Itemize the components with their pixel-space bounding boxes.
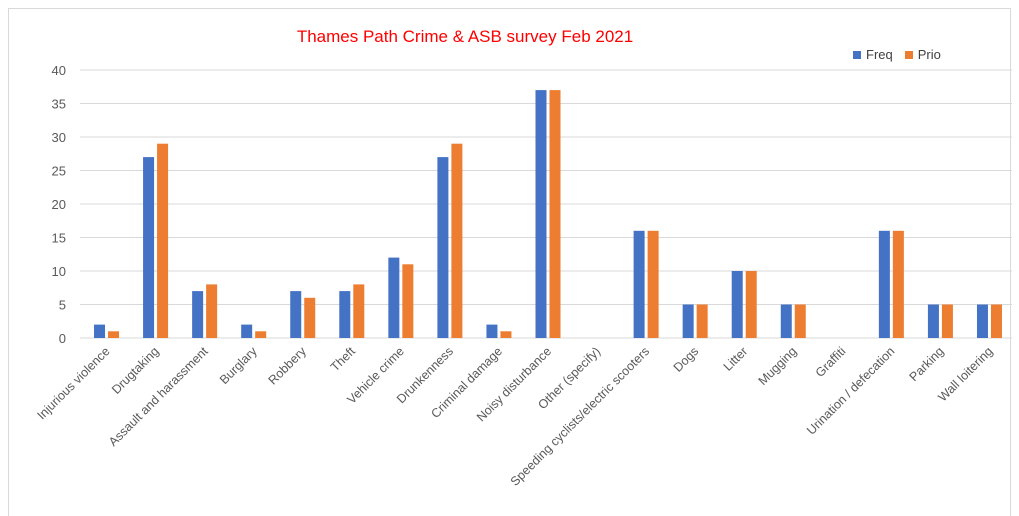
y-tick-label: 30 bbox=[52, 130, 66, 145]
bar-prio bbox=[647, 230, 659, 338]
bar-prio bbox=[892, 230, 904, 338]
legend-swatch-freq bbox=[853, 50, 861, 59]
bar-prio bbox=[304, 297, 316, 338]
bar-prio bbox=[990, 304, 1002, 338]
bar-freq bbox=[437, 157, 449, 338]
chart-frame bbox=[8, 8, 1011, 516]
bar-freq bbox=[486, 324, 498, 338]
y-tick-label: 0 bbox=[59, 331, 66, 346]
legend-item-prio: Prio bbox=[904, 47, 941, 62]
bar-freq bbox=[241, 324, 253, 338]
bar-prio bbox=[794, 304, 806, 338]
y-tick-label: 10 bbox=[52, 264, 66, 279]
bar-prio bbox=[451, 143, 463, 338]
bar-freq bbox=[878, 230, 890, 338]
y-tick-label: 40 bbox=[52, 63, 66, 78]
chart-legend: Freq Prio bbox=[853, 47, 941, 62]
bar-freq bbox=[927, 304, 939, 338]
bar-prio bbox=[941, 304, 953, 338]
x-tick-label: Graffiti bbox=[813, 344, 849, 380]
y-tick-label: 20 bbox=[52, 197, 66, 212]
x-tick-label: Assault and harassment bbox=[106, 344, 211, 449]
x-tick-label: Injurious violence bbox=[34, 344, 112, 422]
x-tick-label: Parking bbox=[907, 344, 947, 384]
bar-prio bbox=[549, 90, 561, 338]
legend-label-freq: Freq bbox=[866, 47, 893, 62]
legend-item-freq: Freq bbox=[853, 47, 893, 62]
y-tick-label: 35 bbox=[52, 97, 66, 112]
x-tick-label: Theft bbox=[328, 344, 358, 374]
x-tick-label: Urination / defecation bbox=[804, 344, 897, 437]
bar-prio bbox=[696, 304, 708, 338]
bar-freq bbox=[682, 304, 694, 338]
bar-freq bbox=[731, 271, 743, 338]
bar-freq bbox=[780, 304, 792, 338]
y-tick-label: 15 bbox=[52, 231, 66, 246]
bar-prio bbox=[500, 331, 512, 338]
bar-prio bbox=[157, 143, 169, 338]
bar-prio bbox=[353, 284, 365, 338]
legend-label-prio: Prio bbox=[917, 47, 941, 62]
bar-prio bbox=[108, 331, 120, 338]
bar-freq bbox=[388, 257, 400, 338]
x-tick-label: Robbery bbox=[266, 344, 310, 388]
bar-freq bbox=[339, 291, 351, 338]
bar-prio bbox=[402, 264, 414, 338]
bar-freq bbox=[94, 324, 106, 338]
chart-title: Thames Path Crime & ASB survey Feb 2021 bbox=[296, 27, 634, 46]
x-tick-label: Dogs bbox=[671, 344, 702, 375]
bar-freq bbox=[535, 90, 547, 338]
bar-prio bbox=[206, 284, 218, 338]
x-tick-label: Drugtaking bbox=[109, 344, 162, 397]
bar-freq bbox=[192, 291, 204, 338]
bar-freq bbox=[143, 157, 155, 338]
bar-prio bbox=[255, 331, 267, 338]
bar-freq bbox=[290, 291, 302, 338]
y-tick-label: 5 bbox=[59, 298, 66, 313]
legend-swatch-prio bbox=[904, 50, 913, 59]
bar-freq bbox=[976, 304, 988, 338]
x-tick-label: Burglary bbox=[217, 344, 260, 387]
bar-freq bbox=[633, 230, 645, 338]
x-tick-label: Litter bbox=[721, 344, 751, 374]
y-tick-label: 25 bbox=[52, 164, 66, 179]
bar-prio bbox=[745, 271, 757, 338]
x-tick-label: Mugging bbox=[756, 344, 800, 388]
